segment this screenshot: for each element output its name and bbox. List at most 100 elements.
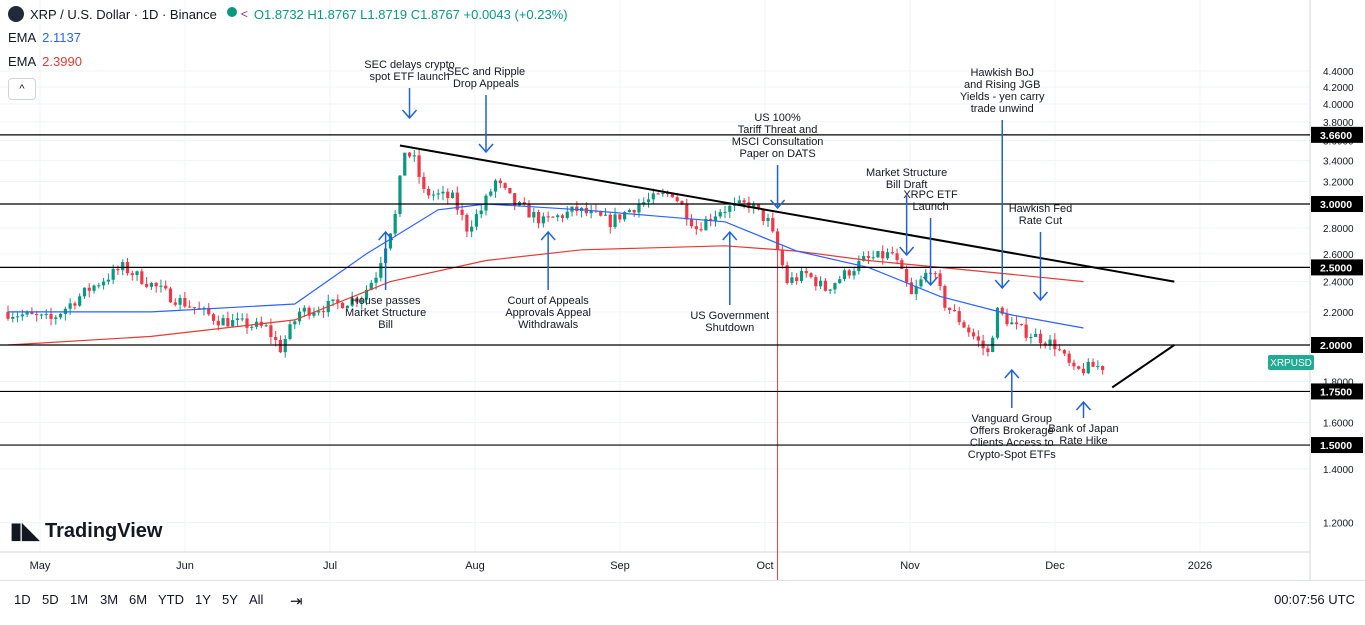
candle-body bbox=[145, 283, 149, 287]
candle-body bbox=[1067, 353, 1071, 363]
candle-body bbox=[957, 311, 961, 323]
annotation-arrowhead bbox=[770, 199, 786, 210]
candle-body bbox=[1010, 322, 1014, 325]
candle-body bbox=[651, 193, 655, 200]
annotation-label: Court of Appeals Approvals Appeal Withdraw… bbox=[505, 295, 591, 331]
candle-body bbox=[39, 314, 44, 316]
candle-body bbox=[546, 216, 550, 218]
x-tick-label: Dec bbox=[1045, 560, 1065, 572]
candle-body bbox=[168, 288, 173, 303]
annotation-label: Vanguard Group Offers Brokerage Clients Ac… bbox=[968, 413, 1057, 461]
candle-body bbox=[1096, 366, 1100, 368]
candle-body bbox=[111, 269, 115, 280]
candle-body bbox=[541, 216, 545, 224]
candle-body bbox=[890, 252, 894, 254]
candle-body bbox=[737, 200, 741, 204]
share-icon[interactable]: < bbox=[240, 7, 248, 21]
tradingview-logo: ▮◣ TradingView bbox=[10, 518, 162, 544]
candle-body bbox=[613, 214, 617, 228]
ema-fast-legend[interactable]: EMA 2.1137 bbox=[8, 30, 81, 45]
y-tick-label: 2.2000 bbox=[1323, 308, 1354, 319]
timeframe-1d[interactable]: 1D bbox=[14, 592, 31, 607]
timeframe-5d[interactable]: 5D bbox=[42, 592, 59, 607]
candle-body bbox=[130, 273, 134, 276]
annotation-label: SEC and Ripple Drop Appeals bbox=[447, 66, 525, 90]
ema-slow-line bbox=[7, 245, 1084, 346]
timeframe-6m[interactable]: 6M bbox=[129, 592, 148, 607]
candle-body bbox=[360, 299, 364, 303]
candle-body bbox=[971, 332, 976, 337]
candle-body bbox=[756, 204, 761, 209]
candle-body bbox=[302, 307, 306, 312]
candle-body bbox=[513, 193, 517, 206]
candle-body bbox=[847, 270, 851, 276]
candle-body bbox=[814, 277, 818, 287]
collapse-legend-button[interactable]: ^ bbox=[8, 78, 36, 100]
ohlc-values: O1.8732 H1.8767 L1.8719 C1.8767 +0.0043 … bbox=[253, 6, 568, 22]
candle-body bbox=[1062, 350, 1066, 354]
timeframe-all[interactable]: All bbox=[249, 592, 264, 607]
annotation-arrowhead bbox=[378, 230, 394, 241]
timeframe-1m[interactable]: 1M bbox=[70, 592, 89, 607]
candle-body bbox=[627, 210, 631, 213]
candle-body bbox=[1101, 366, 1105, 371]
symbol-title[interactable]: XRP / U.S. Dollar · 1D · Binance bbox=[30, 6, 217, 22]
symbol-price-tag bbox=[1268, 355, 1314, 370]
candle-body bbox=[914, 286, 918, 295]
candle-body bbox=[221, 318, 225, 326]
candle-body bbox=[933, 273, 937, 275]
date-range-icon[interactable]: ⇥ bbox=[290, 593, 303, 610]
candle-body bbox=[460, 209, 464, 215]
level-label: 1.7500 bbox=[1320, 386, 1352, 398]
candle-body bbox=[823, 280, 827, 291]
timeframe-1y[interactable]: 1Y bbox=[195, 592, 211, 607]
timeframe-3m[interactable]: 3M bbox=[100, 592, 119, 607]
candle-body bbox=[345, 305, 349, 309]
candle-body bbox=[192, 307, 197, 309]
level-tag bbox=[1311, 383, 1363, 400]
annotation-label: Market Structure Bill Draft bbox=[866, 167, 947, 191]
candle-body bbox=[374, 277, 378, 283]
candle-body bbox=[312, 312, 316, 316]
annotation-arrowhead bbox=[540, 230, 556, 241]
logo-text: TradingView bbox=[45, 519, 163, 542]
candle-body bbox=[441, 191, 445, 194]
timeframe-ytd[interactable]: YTD bbox=[158, 592, 184, 607]
candle-body bbox=[355, 298, 359, 303]
candle-body bbox=[761, 208, 765, 222]
candle-body bbox=[197, 308, 201, 310]
candle-body bbox=[704, 218, 708, 231]
candle-body bbox=[35, 314, 39, 316]
candle-body bbox=[938, 273, 942, 287]
candle-body bbox=[694, 226, 698, 230]
candle-body bbox=[293, 321, 297, 325]
symbol-price-tag-label: XRPUSD bbox=[1270, 358, 1312, 369]
candle-body bbox=[632, 210, 636, 213]
candle-body bbox=[709, 218, 713, 221]
candle-body bbox=[44, 313, 48, 315]
candle-body bbox=[532, 212, 536, 218]
level-label: 3.6600 bbox=[1320, 130, 1352, 142]
utc-clock[interactable]: 00:07:56 UTC bbox=[1274, 592, 1355, 607]
annotation-label: US Government Shutdown bbox=[690, 310, 769, 334]
market-status-icon[interactable] bbox=[226, 7, 237, 17]
candle-body bbox=[341, 302, 345, 309]
candle-body bbox=[962, 322, 966, 328]
x-tick-label: Jun bbox=[176, 560, 194, 572]
x-tick-label: Oct bbox=[756, 560, 773, 572]
candle-body bbox=[493, 180, 498, 192]
ema-slow-legend[interactable]: EMA 2.3990 bbox=[8, 54, 82, 69]
annotation-label: Bank of Japan Rate Hike bbox=[1048, 423, 1118, 447]
timeframe-5y[interactable]: 5Y bbox=[222, 592, 238, 607]
candle-body bbox=[20, 314, 24, 317]
candle-body bbox=[866, 256, 870, 258]
annotation-arrowhead bbox=[722, 230, 738, 241]
candle-body bbox=[661, 193, 665, 195]
level-tag bbox=[1311, 337, 1363, 353]
y-tick-label: 3.2000 bbox=[1323, 178, 1354, 189]
tv-mark-icon: ▮◣ bbox=[10, 518, 40, 543]
trendline bbox=[1111, 344, 1175, 389]
x-tick-label: Sep bbox=[610, 560, 630, 572]
price-chart[interactable]: 4.40004.20004.00003.80003.60003.40003.20… bbox=[0, 0, 1365, 580]
candle-body bbox=[231, 320, 235, 327]
